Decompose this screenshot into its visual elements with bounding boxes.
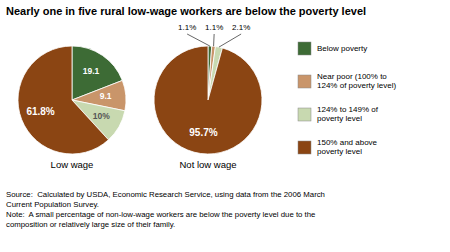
text-line: poverty level <box>317 114 362 123</box>
chart: Nearly one in five rural low-wage worker… <box>0 0 450 252</box>
legend-swatch <box>298 42 311 55</box>
text-line: Note: A small percentage of non-low-wage… <box>6 210 315 219</box>
text-line: Current Population Survey. <box>6 200 99 209</box>
pie-title: Not low wage <box>179 159 236 170</box>
legend-entry: 150% and abovepoverty level <box>317 138 378 156</box>
leader-line <box>213 34 215 46</box>
source-note: Source: Calculated by USDA, Economic Res… <box>6 190 325 229</box>
text-line: composition or relatively large size of … <box>6 220 175 229</box>
legend-entry: Near poor (100% to124% of poverty level) <box>317 72 396 90</box>
legend-swatch <box>298 108 311 121</box>
legend-swatch <box>298 75 311 88</box>
leader-line <box>187 34 210 46</box>
data-label: 1.1% <box>178 23 196 32</box>
slices <box>18 46 126 154</box>
data-label: 19.1 <box>83 66 100 76</box>
data-label: 61.8% <box>26 106 54 117</box>
text-line: 150% and above <box>317 138 378 147</box>
text-line: poverty level <box>317 147 362 156</box>
pie: 19.1 9.1 10% 61.8% Low wage <box>18 46 126 170</box>
data-label: 2.1% <box>232 23 250 32</box>
legend-entry: Below poverty <box>317 44 367 53</box>
pie: 95.7% 1.1% 1.1% 2.1% Not low wage <box>154 23 262 170</box>
text-line: 124% to 149% of <box>317 105 379 114</box>
slice <box>18 46 108 154</box>
text-line: 124% of poverty level) <box>317 81 396 90</box>
data-label: 1.1% <box>205 23 223 32</box>
legend-swatch <box>298 141 311 154</box>
text-line: Source: Calculated by USDA, Economic Res… <box>6 190 325 199</box>
text-line: Near poor (100% to <box>317 72 387 81</box>
title: Nearly one in five rural low-wage worker… <box>6 5 366 17</box>
data-label: 95.7% <box>189 127 217 138</box>
slices <box>154 46 262 154</box>
legend-entry: 124% to 149% ofpoverty level <box>317 105 379 123</box>
leader-line <box>219 34 241 47</box>
slice <box>154 46 262 154</box>
legend: Below poverty Near poor (100% to124% of p… <box>298 42 396 156</box>
pie-title: Low wage <box>51 159 94 170</box>
data-label: 9.1 <box>100 91 112 101</box>
text-line: Below poverty <box>317 44 367 53</box>
data-label: 10% <box>93 111 110 121</box>
